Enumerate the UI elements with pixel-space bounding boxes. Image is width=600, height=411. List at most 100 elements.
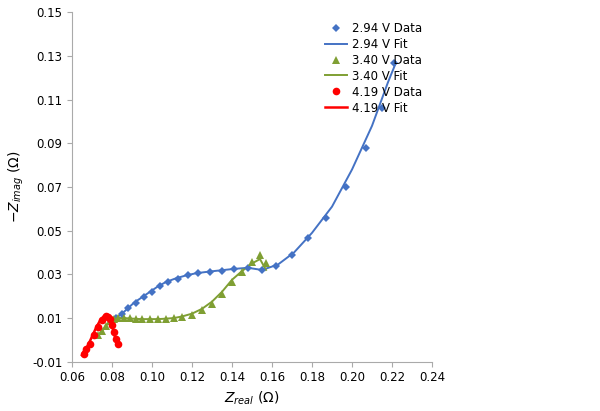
- 2.94 V Data: [206, 270, 214, 275]
- 3.40 V Data: [94, 333, 101, 338]
- 4.19 V Data: [82, 346, 89, 351]
- 4.19 V Fit: [106, 317, 113, 322]
- 2.94 V Fit: [146, 289, 154, 294]
- 2.94 V Fit: [154, 284, 161, 289]
- 4.19 V Fit: [115, 343, 122, 348]
- 4.19 V Fit: [112, 339, 119, 344]
- 2.94 V Fit: [230, 266, 238, 271]
- 3.40 V Data: [218, 291, 226, 296]
- 2.94 V Fit: [308, 231, 316, 236]
- 3.40 V Fit: [178, 314, 185, 319]
- 4.19 V Data: [94, 324, 101, 329]
- 4.19 V Fit: [97, 318, 104, 323]
- 3.40 V Data: [154, 316, 161, 321]
- 4.19 V Data: [104, 314, 112, 319]
- 3.40 V Data: [115, 316, 122, 321]
- 2.94 V Fit: [290, 250, 298, 255]
- 2.94 V Fit: [385, 80, 392, 85]
- 3.40 V Fit: [248, 261, 256, 266]
- 3.40 V Data: [146, 316, 154, 321]
- 3.40 V Data: [248, 260, 256, 265]
- 3.40 V Fit: [106, 319, 113, 324]
- 3.40 V Data: [127, 316, 134, 321]
- 2.94 V Data: [157, 284, 164, 289]
- 3.40 V Fit: [139, 316, 146, 321]
- 2.94 V Data: [362, 145, 370, 150]
- 3.40 V Data: [121, 316, 128, 321]
- 3.40 V Fit: [188, 311, 196, 316]
- 2.94 V Data: [175, 276, 182, 281]
- 3.40 V Fit: [98, 329, 106, 334]
- 2.94 V Data: [230, 266, 238, 271]
- 3.40 V Fit: [256, 256, 263, 261]
- 2.94 V Data: [140, 295, 148, 300]
- 2.94 V Data: [343, 185, 350, 189]
- 4.19 V Fit: [88, 334, 95, 339]
- 3.40 V Fit: [229, 277, 236, 282]
- 3.40 V Fit: [218, 289, 226, 294]
- 3.40 V Data: [229, 279, 236, 284]
- 3.40 V Fit: [103, 323, 110, 328]
- 3.40 V Data: [199, 308, 206, 313]
- 4.19 V Data: [109, 322, 116, 327]
- 4.19 V Fit: [104, 314, 112, 319]
- 3.40 V Data: [178, 314, 185, 319]
- 4.19 V Fit: [79, 353, 86, 358]
- 2.94 V Data: [164, 279, 172, 284]
- 2.94 V Data: [218, 269, 226, 274]
- 2.94 V Data: [259, 268, 266, 272]
- 3.40 V Fit: [163, 316, 170, 321]
- 3.40 V Data: [208, 301, 215, 306]
- 3.40 V Fit: [94, 333, 101, 338]
- 2.94 V Data: [289, 252, 296, 257]
- Line: 3.40 V Fit: 3.40 V Fit: [98, 259, 266, 335]
- 2.94 V Fit: [112, 316, 119, 321]
- 4.19 V Fit: [109, 323, 116, 328]
- 2.94 V Data: [184, 273, 191, 278]
- 4.19 V Fit: [92, 326, 100, 330]
- 2.94 V Data: [112, 316, 119, 321]
- 2.94 V Data: [148, 289, 155, 294]
- Line: 3.40 V Data: 3.40 V Data: [94, 251, 270, 339]
- Legend: 2.94 V Data, 2.94 V Fit, 3.40 V Data, 3.40 V Fit, 4.19 V Data, 4.19 V Fit: 2.94 V Data, 2.94 V Fit, 3.40 V Data, 3.…: [322, 18, 426, 118]
- 2.94 V Fit: [124, 306, 131, 311]
- Y-axis label: $-Z_{imag}\ (\Omega)$: $-Z_{imag}\ (\Omega)$: [7, 151, 26, 223]
- 3.40 V Data: [170, 316, 178, 321]
- 3.40 V Data: [238, 270, 245, 275]
- 3.40 V Data: [98, 329, 106, 334]
- 2.94 V Fit: [130, 300, 137, 305]
- 3.40 V Fit: [133, 316, 140, 321]
- X-axis label: $Z_{real}\ (\Omega)$: $Z_{real}\ (\Omega)$: [224, 390, 280, 407]
- 3.40 V Data: [139, 316, 146, 321]
- 2.94 V Data: [244, 266, 251, 270]
- Line: 2.94 V Data: 2.94 V Data: [113, 60, 397, 321]
- 4.19 V Data: [80, 351, 88, 356]
- 3.40 V Data: [256, 252, 263, 257]
- 3.40 V Fit: [170, 316, 178, 321]
- 2.94 V Fit: [349, 167, 356, 172]
- 2.94 V Fit: [217, 268, 224, 273]
- 2.94 V Data: [391, 60, 398, 65]
- 2.94 V Fit: [163, 279, 170, 284]
- 3.40 V Data: [103, 323, 110, 328]
- 4.19 V Fit: [80, 348, 88, 353]
- 3.40 V Fit: [208, 299, 215, 304]
- 2.94 V Fit: [259, 268, 266, 272]
- 2.94 V Fit: [139, 295, 146, 300]
- 2.94 V Data: [133, 300, 140, 305]
- 3.40 V Fit: [238, 269, 245, 274]
- 3.40 V Data: [106, 319, 113, 324]
- 3.40 V Data: [133, 316, 140, 321]
- 4.19 V Data: [112, 336, 119, 341]
- 2.94 V Fit: [109, 318, 116, 323]
- 2.94 V Data: [118, 311, 125, 316]
- 2.94 V Data: [322, 215, 329, 220]
- 4.19 V Data: [98, 318, 106, 323]
- 4.19 V Data: [106, 316, 113, 321]
- 2.94 V Fit: [205, 269, 212, 274]
- 4.19 V Data: [86, 342, 94, 346]
- 2.94 V Fit: [182, 273, 190, 278]
- 3.40 V Fit: [127, 316, 134, 321]
- 4.19 V Fit: [85, 343, 92, 348]
- 2.94 V Data: [124, 306, 131, 311]
